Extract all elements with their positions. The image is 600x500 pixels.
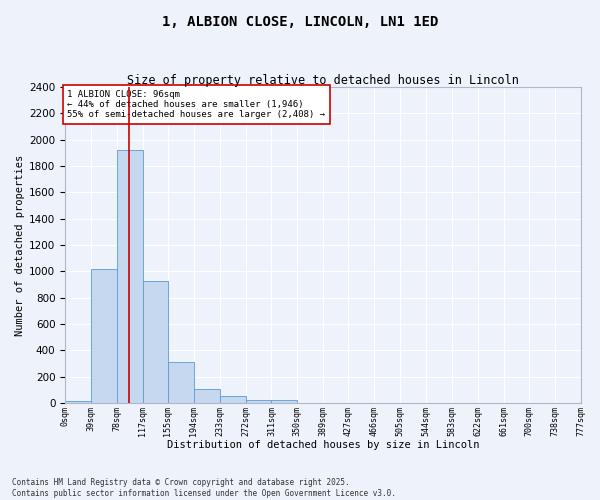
Text: 1 ALBION CLOSE: 96sqm
← 44% of detached houses are smaller (1,946)
55% of semi-d: 1 ALBION CLOSE: 96sqm ← 44% of detached … — [67, 90, 325, 120]
Y-axis label: Number of detached properties: Number of detached properties — [15, 154, 25, 336]
X-axis label: Distribution of detached houses by size in Lincoln: Distribution of detached houses by size … — [167, 440, 479, 450]
Bar — [271, 400, 297, 403]
Bar — [117, 150, 143, 403]
Bar — [91, 268, 117, 403]
Bar — [65, 400, 91, 403]
Text: 1, ALBION CLOSE, LINCOLN, LN1 1ED: 1, ALBION CLOSE, LINCOLN, LN1 1ED — [162, 15, 438, 29]
Bar — [143, 280, 168, 403]
Title: Size of property relative to detached houses in Lincoln: Size of property relative to detached ho… — [127, 74, 519, 87]
Bar — [168, 362, 194, 403]
Bar — [220, 396, 245, 403]
Bar — [245, 400, 271, 403]
Text: Contains HM Land Registry data © Crown copyright and database right 2025.
Contai: Contains HM Land Registry data © Crown c… — [12, 478, 396, 498]
Bar — [194, 388, 220, 403]
